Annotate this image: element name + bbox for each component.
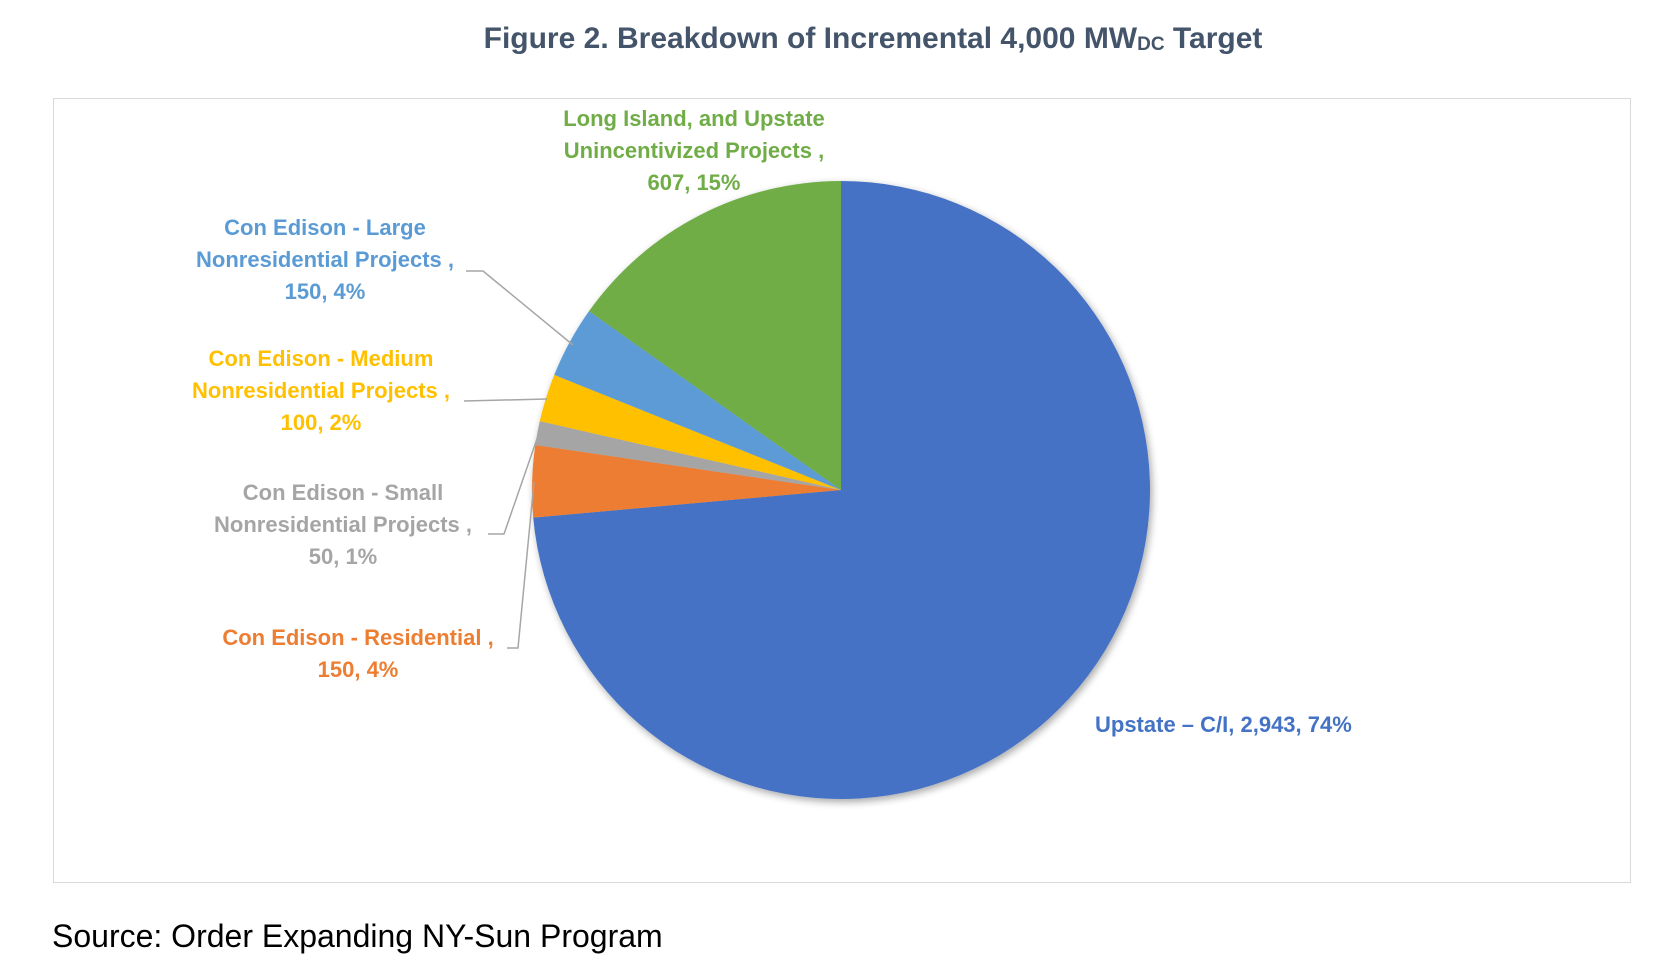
leader-line-2	[488, 432, 540, 535]
data-label-line: Upstate – C/I, 2,943, 74%	[1095, 712, 1352, 737]
data-label-line: 150, 4%	[317, 657, 399, 682]
data-label-3: Con Edison - Medium Nonresidential Projec…	[192, 343, 450, 439]
data-label-line: 100, 2%	[280, 410, 362, 435]
pie-slice-4	[554, 311, 841, 490]
pie-slice-0	[533, 181, 1151, 800]
leader-line-4	[466, 270, 574, 346]
pie-slice-2	[535, 421, 841, 490]
pie-slice-3	[539, 374, 841, 490]
data-label-1: Con Edison - Residential , 150, 4%	[222, 622, 493, 686]
data-label-line: 607, 15%	[647, 170, 741, 195]
data-label-line: Con Edison - Large	[224, 215, 426, 240]
data-label-5: Long Island, and Upstate Unincentivized P…	[563, 103, 825, 199]
data-label-line: 150, 4%	[284, 279, 366, 304]
leader-line-1	[507, 481, 535, 649]
data-label-line: Con Edison - Medium	[208, 346, 434, 371]
pie-slice-1	[531, 445, 841, 518]
data-label-0: Upstate – C/I, 2,943, 74%	[1095, 709, 1352, 741]
data-label-line: Nonresidential Projects ,	[196, 247, 454, 272]
data-label-line: Nonresidential Projects ,	[192, 378, 450, 403]
data-label-line: Con Edison - Small	[242, 480, 444, 505]
data-label-2: Con Edison - Small Nonresidential Project…	[214, 477, 472, 573]
data-label-line: 50, 1%	[308, 544, 378, 569]
data-label-line: Con Edison - Residential ,	[222, 625, 494, 650]
data-label-line: Nonresidential Projects ,	[214, 512, 472, 537]
data-label-4: Con Edison - Large Nonresidential Project…	[196, 212, 454, 308]
chart-title: Figure 2. Breakdown of Incremental 4,000…	[483, 22, 1263, 55]
pie-slice-5	[589, 181, 841, 490]
data-label-line: Long Island, and Upstate	[563, 106, 825, 131]
chart-frame	[53, 98, 1631, 883]
source-note: Source: Order Expanding NY-Sun Program	[52, 918, 663, 954]
data-label-line: Unincentivized Projects ,	[563, 138, 825, 163]
leader-line-3	[463, 398, 548, 402]
